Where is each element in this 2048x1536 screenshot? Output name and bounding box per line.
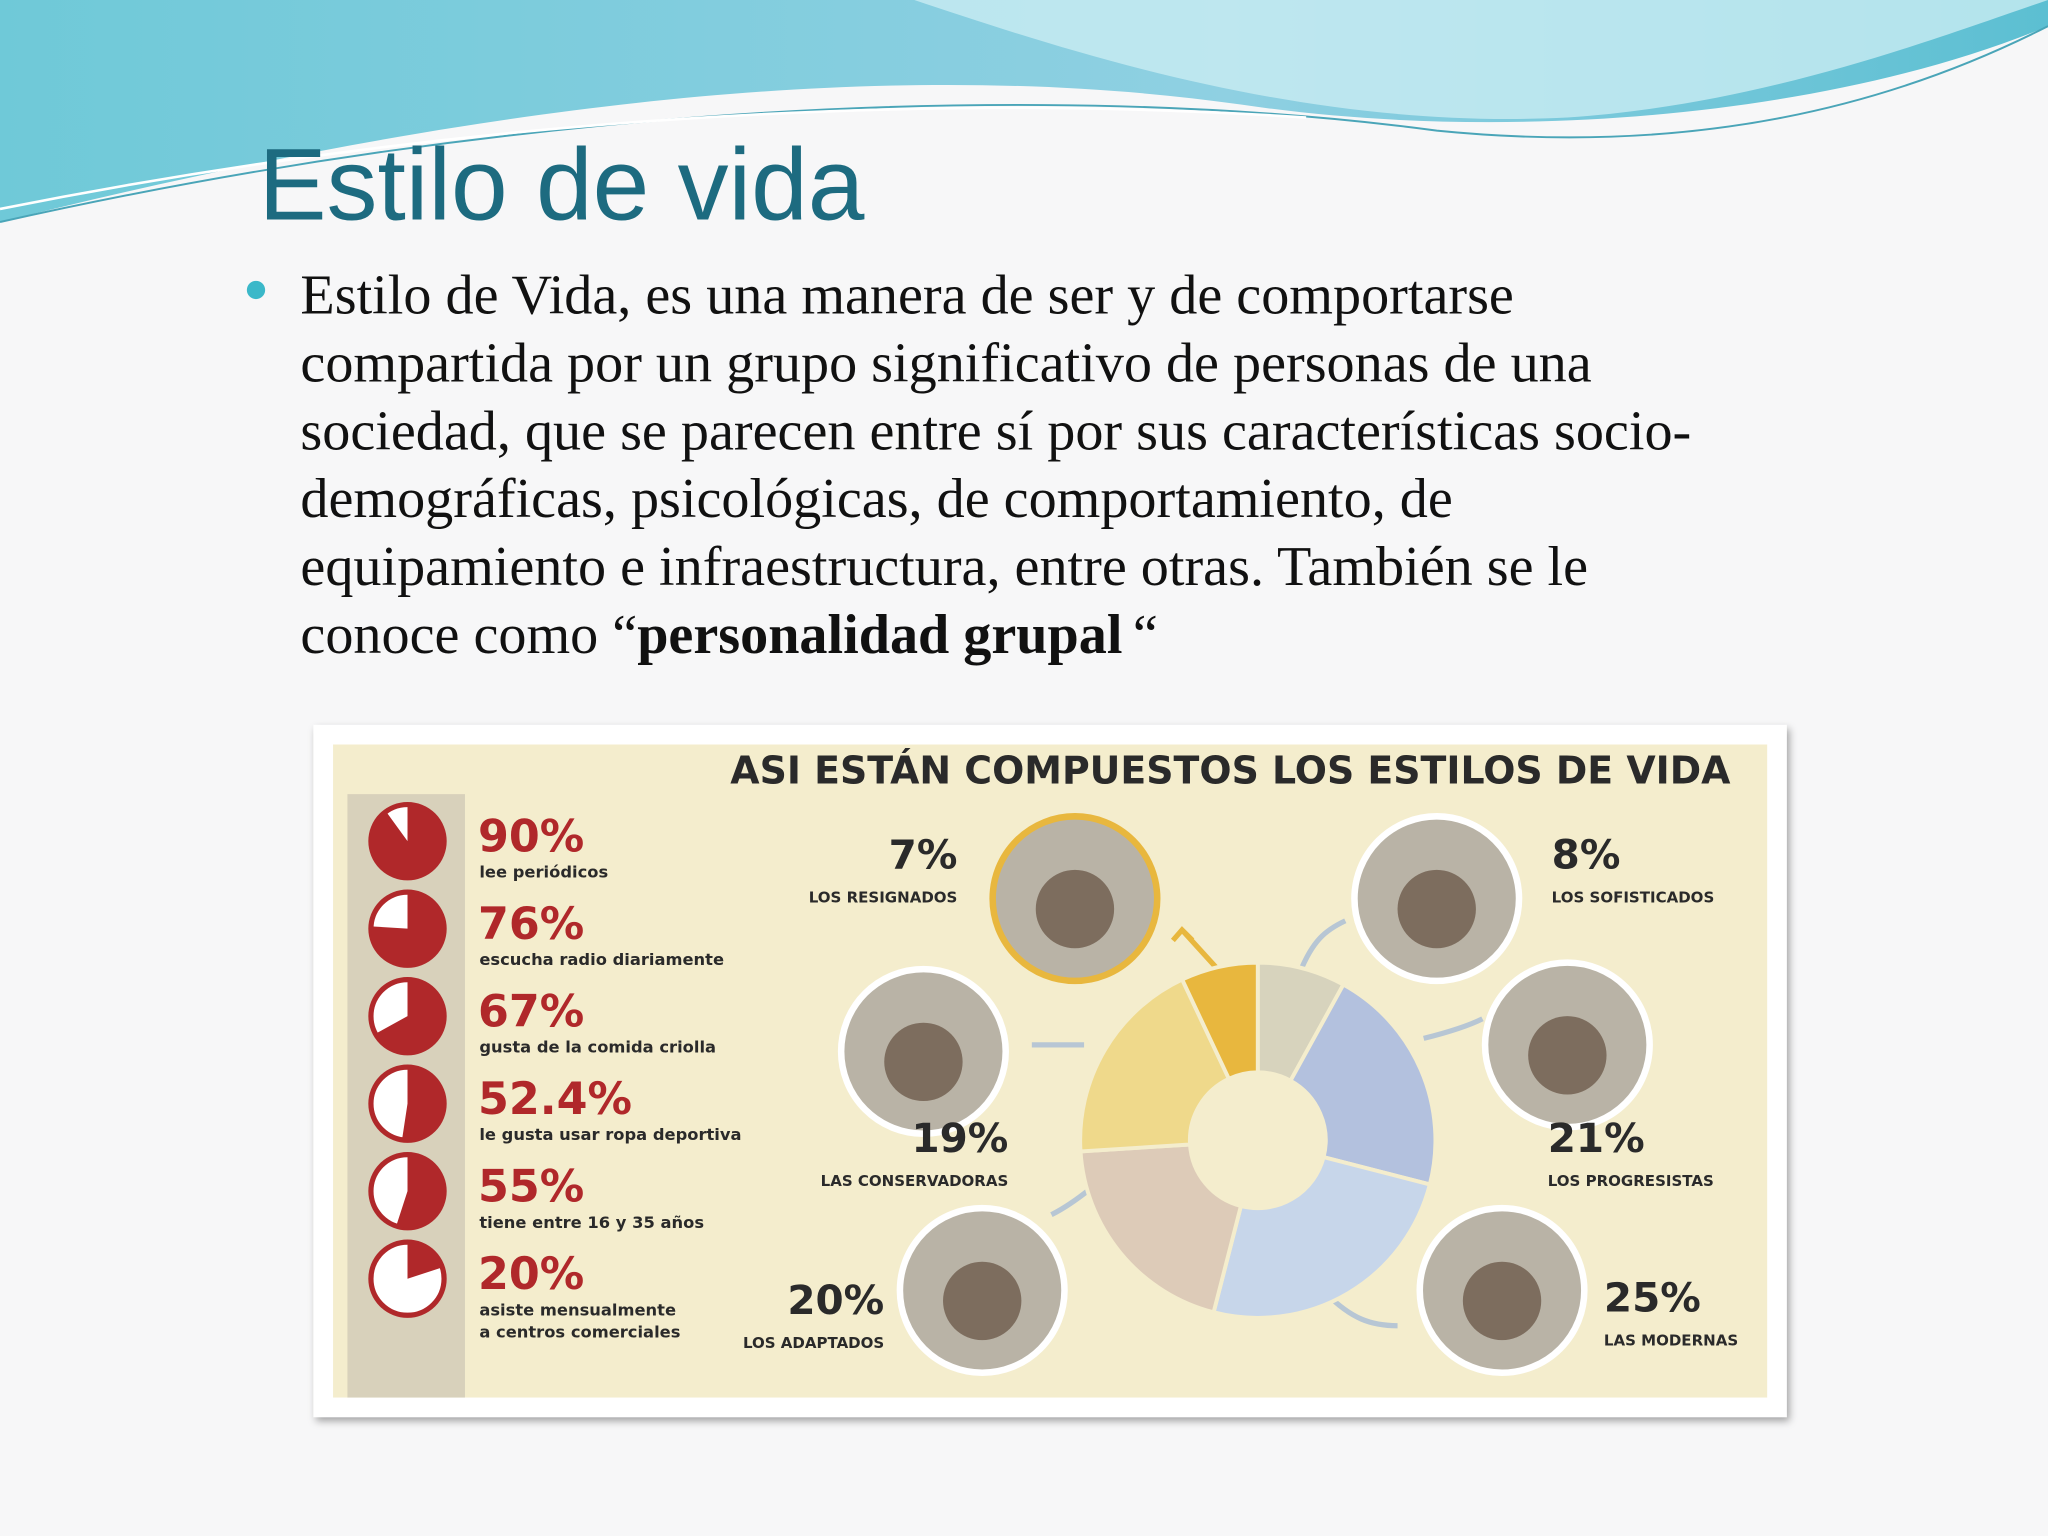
wave-line — [0, 106, 1307, 211]
stat-caption: escucha radio diariamente — [479, 950, 724, 969]
photo-figure — [943, 1261, 1022, 1341]
stat-caption: asiste mensualmente a centros comerciales — [479, 1300, 680, 1341]
stat-value-label: 67% — [478, 987, 584, 1038]
pie-wedge — [375, 979, 445, 1053]
infographic: ASI ESTÁN COMPUESTOS LOS ESTILOS DE VIDA… — [313, 724, 1787, 1418]
text-line: sociedad, que se parecen entre sí por su… — [300, 400, 1691, 462]
stat-caption: lee periódicos — [479, 863, 608, 882]
photo-figure — [1035, 869, 1115, 949]
donut-segment — [1211, 1154, 1433, 1320]
text-run: conoce como “ — [300, 604, 637, 666]
photo-figure — [1528, 1016, 1607, 1095]
photo-figure — [884, 1022, 963, 1102]
stat-caption: gusta de la comida criolla — [479, 1038, 716, 1057]
text-line: Estilo de Vida, es una manera de ser y d… — [300, 264, 1513, 326]
segment-label: LOS SOFISTICADOS — [1552, 889, 1715, 907]
donut-segment — [1078, 976, 1232, 1154]
segment-label: LOS PROGRESISTAS — [1548, 1172, 1714, 1190]
stat-value-label: 52.4% — [478, 1074, 632, 1125]
donut-segment — [1287, 981, 1438, 1187]
segment-label: LOS RESIGNADOS — [809, 889, 958, 907]
segment-value-label: 20% — [787, 1276, 884, 1324]
donut-segment — [1179, 960, 1260, 1082]
pie-wedge — [402, 1067, 445, 1141]
header-wave — [914, 0, 2048, 119]
slide-title: Estilo de vida — [259, 127, 865, 241]
stat-value-label: 20% — [478, 1249, 584, 1300]
infographic-title: ASI ESTÁN COMPUESTOS LOS ESTILOS DE VIDA — [730, 749, 1731, 793]
text-run: “ — [1133, 604, 1158, 666]
pie-wedge — [370, 804, 445, 878]
pie-wedge — [407, 1242, 443, 1279]
segment-label: LAS MODERNAS — [1604, 1331, 1738, 1349]
segment-label: LOS ADAPTADOS — [743, 1334, 884, 1352]
bullet-dot — [246, 280, 266, 300]
stat-value-label: 76% — [478, 899, 584, 950]
segment-value-label: 7% — [889, 831, 958, 879]
stat-value-label: 90% — [478, 812, 584, 863]
wave-line — [0, 25, 2048, 223]
segment-value-label: 19% — [911, 1114, 1008, 1162]
photo-figure — [1397, 869, 1476, 949]
segment-value-label: 8% — [1552, 831, 1621, 879]
segment-value-label: 25% — [1604, 1273, 1701, 1321]
segment-label: LAS CONSERVADORAS — [821, 1172, 1009, 1190]
stat-caption: tiene entre 16 y 35 años — [479, 1213, 704, 1232]
pie-wedge — [370, 892, 445, 966]
text-line: conoce como “personalidad grupal “ — [300, 604, 1157, 666]
caption-line: a centros comerciales — [479, 1322, 680, 1341]
donut-segment — [1078, 1142, 1244, 1315]
stat-caption: le gusta usar ropa deportiva — [479, 1125, 741, 1144]
emphasis: personalidad grupal — [637, 604, 1122, 666]
text-line: demográficas, psicológicas, de comportam… — [300, 468, 1452, 530]
segment-value-label: 21% — [1548, 1114, 1645, 1162]
text-line: compartida por un grupo significativo de… — [300, 332, 1591, 394]
bullet-text: Estilo de Vida, es una manera de ser y d… — [300, 264, 1691, 666]
text-line: equipamiento e infraestructura, entre ot… — [300, 536, 1588, 598]
caption-line: asiste mensualmente — [479, 1300, 676, 1319]
photo-figure — [1462, 1261, 1542, 1341]
donut-hole — [1191, 1073, 1325, 1207]
stat-value-label: 55% — [478, 1162, 584, 1213]
pie-wedge — [396, 1154, 445, 1228]
